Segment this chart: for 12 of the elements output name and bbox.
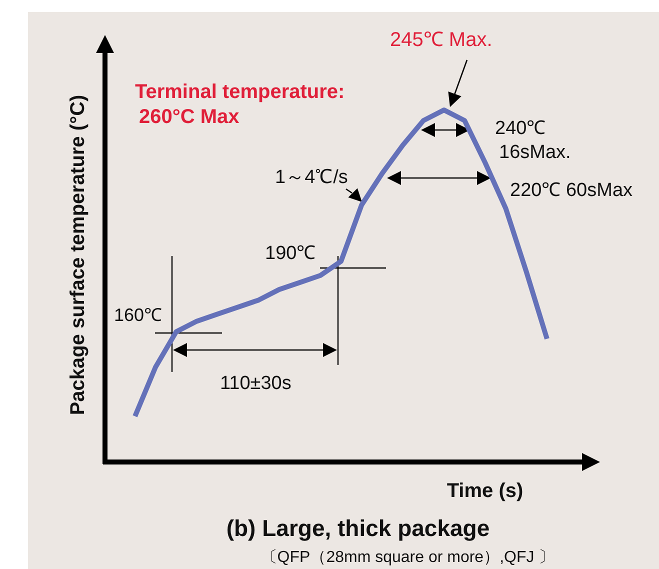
text: (b) Large, thick package <box>226 515 490 541</box>
annotation: 160℃ <box>114 305 162 325</box>
annotation: 110±30s <box>220 373 292 394</box>
y-axis-title: Package surface temperature (°C) <box>67 94 89 416</box>
annotation: 190℃ <box>265 243 316 264</box>
annotation: 1～4℃/s <box>275 167 348 188</box>
annotation: Terminal temperature: 260°C Max <box>135 81 345 128</box>
x-axis-title: Time (s) <box>446 480 524 502</box>
text: 245℃ Max. <box>390 29 492 51</box>
annotation: 240℃ 16sMax. <box>495 118 571 163</box>
text: 〔QFP（28mm square or more）,QFJ 〕 <box>261 549 555 566</box>
annotation: 220℃ 60sMax <box>510 180 634 201</box>
